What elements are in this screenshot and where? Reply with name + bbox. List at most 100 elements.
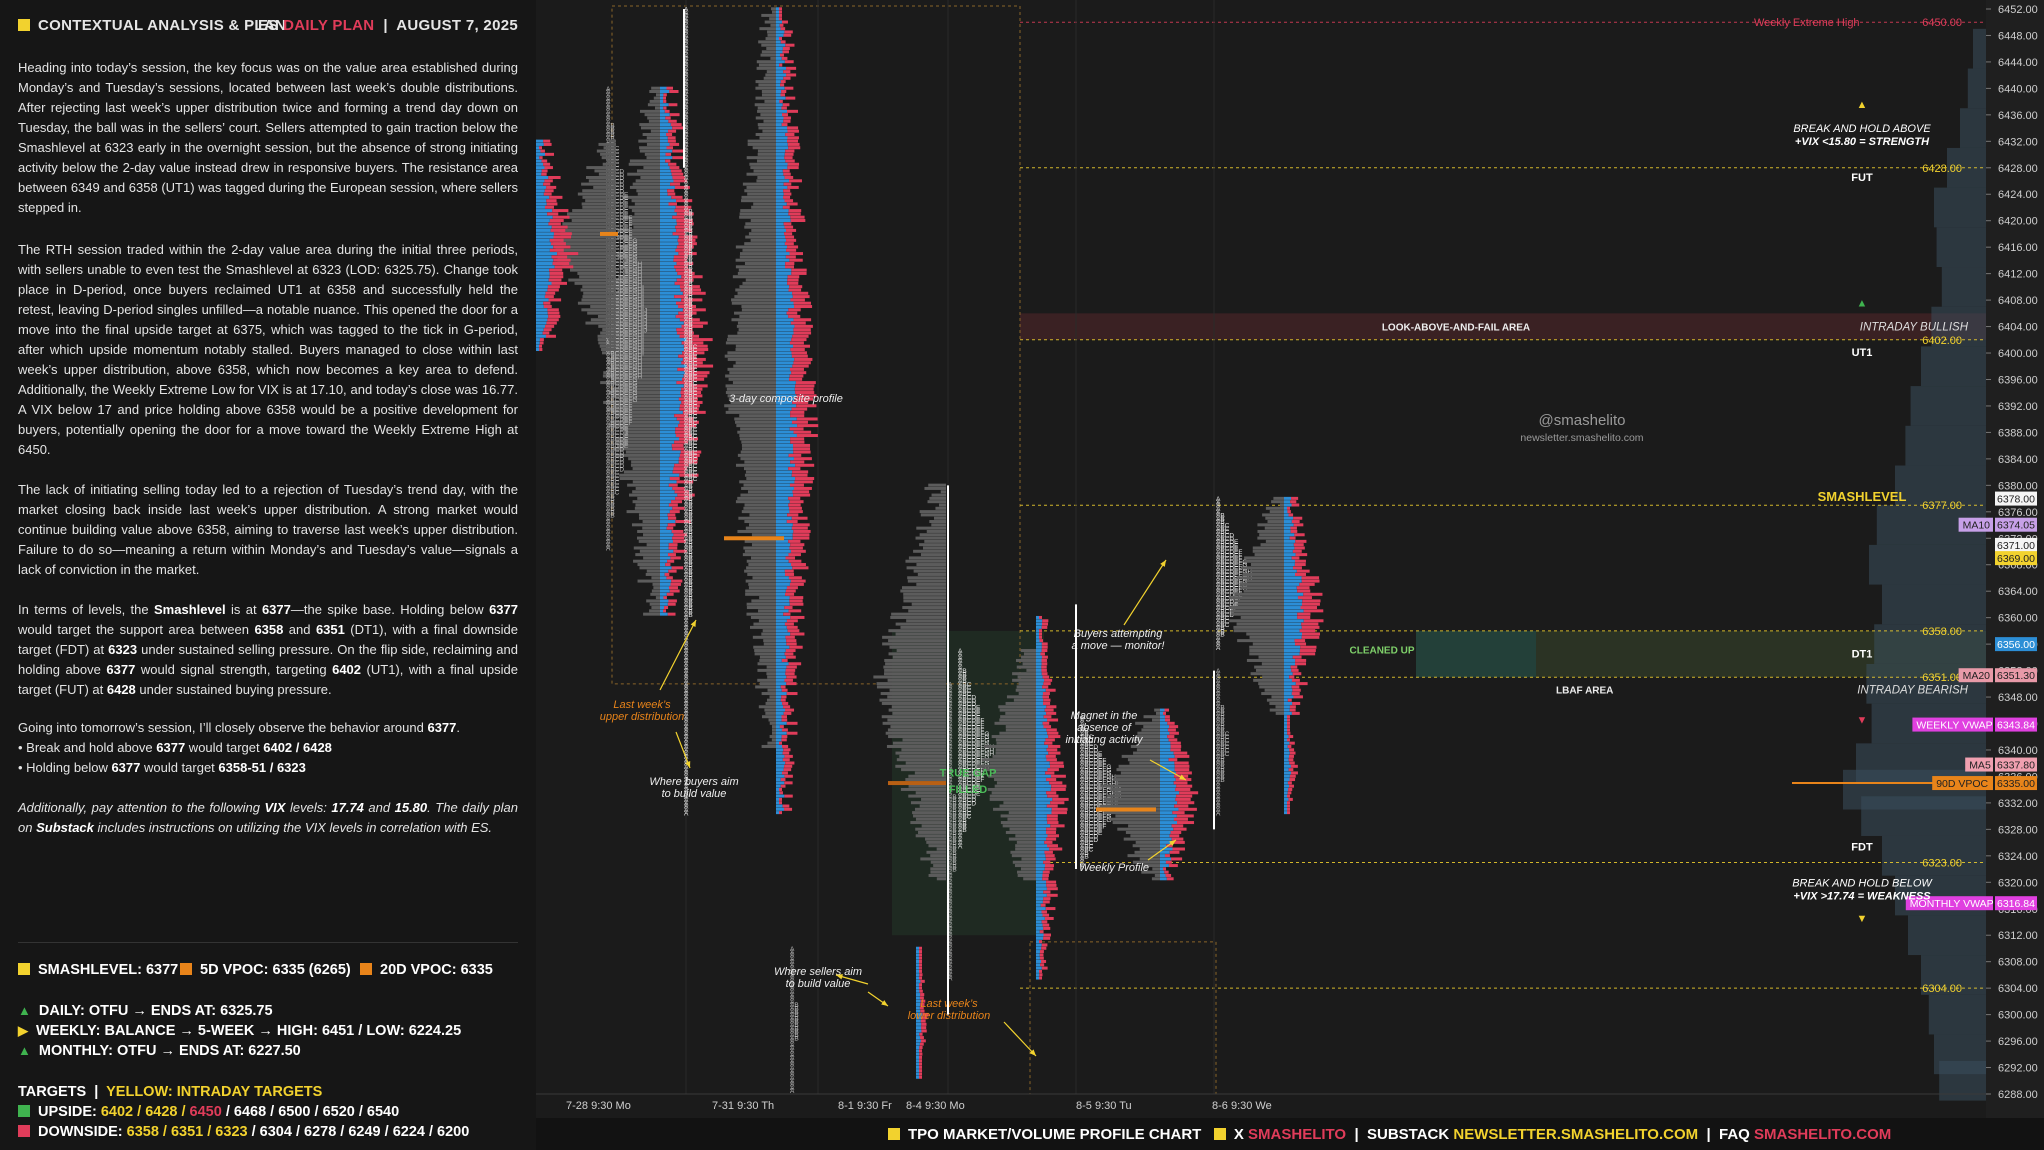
weekly-profile-volume [926,850,946,854]
prev-bar-down [551,225,568,229]
day731-bar-down [782,751,790,755]
prev-bar-down [542,331,550,335]
week1-volume [630,463,660,467]
week1-bar-up [660,126,673,130]
day731-volume [728,407,776,411]
prev-volume [582,205,616,209]
day801-tpo-letters: A [790,956,795,963]
day731-volume [753,645,776,649]
level-tag: 6304.00 [1922,983,1962,995]
week1-bar-down [663,106,667,110]
day806b-tpo-letters: A [1216,794,1221,801]
day806b-bar-up [1284,794,1287,798]
day804b-tpo-letters: AB [958,668,967,675]
week1-bar-down [672,156,685,160]
day805-tpo-letters: ABCDEFG [1080,814,1111,821]
week1-bar-down [675,427,691,431]
day731-bar-up [776,417,797,421]
day804-tpo-letters: AB [948,820,957,827]
day805-bar-up [1160,718,1166,722]
day731-volume [755,685,776,689]
day805-bar-up [1160,764,1175,768]
day806-bar-up [1284,682,1296,686]
week1-bar-down [674,440,689,444]
day806-bar-up [1284,510,1288,514]
day731-volume [729,371,776,375]
day731-tpo-letters: A [684,40,689,47]
newsletter-link[interactable]: NEWSLETTER.SMASHELITO.COM [1453,1126,1699,1143]
day805-bar-down [1174,761,1189,765]
day731-tpo-letters: ABC [684,357,698,364]
day804-bar-up [1036,946,1042,950]
day806-volume [1275,711,1284,715]
price-tick-label: 6376.00 [1998,507,2038,519]
day805-bar-down [1173,781,1188,785]
weekly-profile-volume [905,559,946,563]
day731-volume [730,400,776,404]
day804-bar-up [1036,953,1040,957]
prev-bar-down [544,205,554,209]
week1-volume [633,225,660,229]
weekly-profile-volume [935,506,946,510]
day731-tpo-letters: A [684,93,689,100]
week1-volume [615,440,660,444]
day806b-bar-down [1290,764,1298,768]
weekly-profile-volume [885,662,946,666]
day805-bar-up [1160,844,1167,848]
prev-volume [609,341,616,345]
week1-bar-up [660,113,670,117]
day801-bar-down [919,976,922,980]
day731-volume [741,443,776,447]
true-gap-label: TRUE GAP [940,767,997,779]
day806b-tpo-letters: AB [1216,777,1225,784]
weekly-profile-volume [890,725,946,729]
day806-bar-down [1289,708,1296,712]
day731-bar-up [776,215,791,219]
week1-volume [627,483,660,487]
x-handle-link[interactable]: SMASHELITO [1248,1126,1347,1143]
day731-volume [740,427,776,431]
week1-volume [611,377,660,381]
day804-volume [1010,850,1036,854]
day731-bar-up [776,629,788,633]
day731-bar-down [789,546,803,550]
week1-tpo-letters: ABCDEFG [606,380,637,387]
day804-bar-down [1040,652,1045,656]
day806-volume [1249,652,1284,656]
day804-tpo-letters: AB [948,800,957,807]
week1-bar-up [660,281,675,285]
day806-volume [1240,615,1284,619]
day805-bar-up [1160,850,1170,854]
day801-tpo-letters: A [790,986,795,993]
day731-bar-up [776,807,785,811]
week1-tpo-letters: A [606,519,611,526]
week1-bar-down [676,228,693,232]
week1-bar-up [660,559,668,563]
weekly-profile-volume [910,821,946,825]
week1-tpo-letters: ABCDEFGHI [606,331,644,338]
week1-tpo-letters: ABCDEFGH [606,364,642,371]
prev-bar-up [536,159,542,163]
annotation-text: to build value [662,788,727,800]
day806-bar-up [1284,529,1291,533]
week1-volume [628,457,660,461]
week1-tpo-letters: ABCDEFGH [606,357,642,364]
week1-bar-up [660,219,677,223]
week1-volume [617,235,660,239]
day731-bar-down [784,30,793,34]
day731-bar-down [793,486,812,490]
day731-bar-down [784,606,793,610]
weekly-profile-volume [900,625,946,629]
prev-volume [581,298,616,302]
day804b-tpo-letters: ABCDEFGH [958,744,994,751]
price-tick-label: 6392.00 [1998,401,2038,413]
faq-link[interactable]: SMASHELITO.COM [1754,1126,1892,1143]
weekly-profile-volume [892,711,946,715]
prev-bar-up [536,285,548,289]
day731-bar-up [776,30,785,34]
up-triangle-icon: ▲ [18,1003,31,1018]
week1-bar-up [660,576,667,580]
day731-volume [744,242,776,246]
week1-volume [603,371,660,375]
day804-volume [1012,860,1036,864]
